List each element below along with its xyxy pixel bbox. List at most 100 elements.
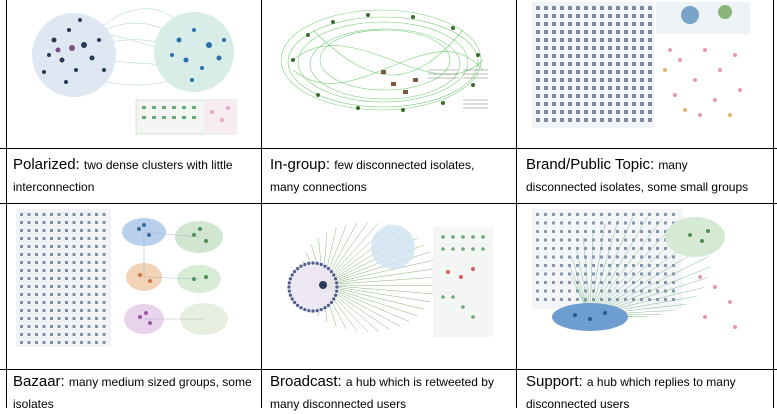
isolate-node [536,38,540,42]
isolate-node [632,70,636,74]
isolate-node [536,94,540,98]
isolate-node [664,264,667,267]
isolate-node [28,213,31,216]
isolate-node [95,269,98,272]
retweeter-node [288,281,291,284]
isolate-node [616,62,620,66]
isolate-node [584,239,587,242]
isolate-node [592,6,596,10]
isolate-node [35,277,38,280]
isolate-node [576,38,580,42]
isolate-node [88,277,91,280]
isolate-node [632,86,636,90]
isolate-node [632,222,635,225]
isolate-node [536,46,540,50]
isolate-node [592,14,596,18]
isolate-node [632,290,635,293]
isolate-node [544,239,547,242]
isolate-node [592,46,596,50]
label-polarized: Polarized: [13,156,80,173]
isolate-node [536,70,540,74]
isolate-node [88,317,91,320]
isolate-node [584,110,588,114]
isolate-node [560,290,563,293]
isolate-node [560,62,564,66]
isolate-node [640,78,644,82]
isolate-node [20,285,23,288]
isolate-node [576,78,580,82]
isolate-node [584,6,588,10]
isolate-node [624,94,628,98]
isolate-node [640,30,644,34]
isolate-node [95,245,98,248]
isolate-node [592,38,596,42]
isolate-node [608,70,612,74]
isolate-node [616,78,620,82]
isolate-node [584,62,588,66]
isolate-node [80,261,83,264]
isolate-node [568,70,572,74]
isolate-node [544,14,548,18]
isolate-node [35,221,38,224]
isolate-node [560,14,564,18]
isolate-node [20,341,23,344]
isolate-node [20,221,23,224]
isolate-node [608,54,612,58]
isolate-node [616,94,620,98]
isolate-node [608,213,611,216]
isolate-node [584,281,587,284]
isolate-node [536,213,539,216]
isolate-node [43,269,46,272]
isolate-node [536,54,540,58]
isolate-node [648,230,651,233]
isolate-node [576,230,579,233]
isolate-node [88,245,91,248]
isolate-node [648,14,652,18]
isolate-node [88,333,91,336]
isolate-node [35,333,38,336]
isolate-node [648,38,652,42]
isolate-node [73,221,76,224]
isolate-node [20,213,23,216]
isolate-node [43,237,46,240]
isolate-node [58,293,61,296]
desc2-broadcast: many disconnected users [270,394,515,414]
isolate-node [632,118,636,122]
isolate-node [600,22,604,26]
isolate-node [608,94,612,98]
polarized-network-image [14,0,244,140]
isolate-node [28,277,31,280]
isolate-node [58,261,61,264]
isolate-node [608,6,612,10]
isolate-node [103,253,106,256]
isolate-node [560,70,564,74]
isolate-node [664,298,667,301]
isolate-node [624,62,628,66]
isolate-node [592,264,595,267]
isolate-node [80,253,83,256]
isolate-node [552,94,556,98]
isolate-node [568,298,571,301]
isolate-node [608,14,612,18]
isolate-node [552,38,556,42]
isolate-node [103,261,106,264]
isolate-node [73,253,76,256]
isolate-node [88,213,91,216]
isolate-node [28,285,31,288]
isolate-node [552,239,555,242]
retweeter-node [293,270,296,273]
isolate-node [103,309,106,312]
isolate-node [600,281,603,284]
isolate-node [58,269,61,272]
isolate-node [88,309,91,312]
isolate-node [35,269,38,272]
isolate-node [95,221,98,224]
isolate-node [552,290,555,293]
isolate-node [632,94,636,98]
retweeter-node [303,263,306,266]
isolate-node [58,221,61,224]
isolate-node [624,6,628,10]
isolate-node [632,30,636,34]
isolate-node [536,222,539,225]
isolate-node [20,229,23,232]
